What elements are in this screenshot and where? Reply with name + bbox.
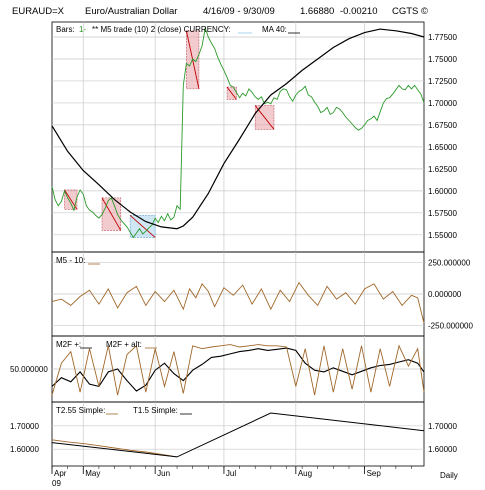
header-last: 1.66880 (300, 6, 334, 17)
y-tick-label: 250.000000 (428, 258, 471, 267)
panel-m2f: 50.000000 M2F +: M2F + alt: (10, 335, 425, 403)
oscillator-y-ticks: 250.000000 0.000000 -250.000000 (428, 258, 473, 330)
simple-y-ticks: 1.70000 1.70000 1.60000 1.60000 (10, 422, 457, 454)
series-bars (51, 26, 425, 239)
simple-lines (51, 412, 425, 458)
x-tick-label: Sep (367, 469, 382, 478)
y-tick-label: 1.70000 (428, 99, 457, 108)
header-change: -0.00210 (340, 6, 378, 17)
y-tick-label: 50.000000 (10, 365, 48, 374)
y-tick-label-right: 1.70000 (428, 422, 457, 431)
legend-m5-trade: ** M5 trade (10) 2 (close) CURRENCY: (92, 25, 231, 34)
y-tick-label: -250.000000 (428, 322, 473, 331)
legend-m2f-alt: M2F + alt: (106, 340, 142, 349)
signal-diagonal (129, 215, 156, 238)
price-legend: Bars: 1- ** M5 trade (10) 2 (close) CURR… (56, 25, 300, 34)
oscillator-grid (52, 252, 424, 336)
legend-t15: T1.5 Simple: (133, 406, 178, 415)
panel-simple-frame (51, 401, 425, 467)
price-highlight-boxes (64, 30, 275, 238)
signal-diagonal (226, 86, 237, 100)
y-tick-label: 1.60000 (428, 187, 457, 196)
y-tick-label: 1.57500 (428, 209, 457, 218)
y-tick-label: 1.75000 (428, 55, 457, 64)
panel-oscillator: 250.000000 0.000000 -250.000000 M5 - 10: (51, 251, 473, 337)
y-tick-label: 1.67500 (428, 121, 457, 130)
signal-diagonal (101, 197, 122, 231)
panel-price: 1.77500 1.75000 1.72500 1.70000 1.67500 1.650… (51, 21, 457, 253)
legend-ma40: MA 40: (262, 25, 287, 34)
oscillator-lines (51, 281, 425, 324)
y-tick-label: 1.62500 (428, 165, 457, 174)
header-symbol: EURAUD=X (12, 6, 65, 17)
legend-m5-10: M5 - 10: (56, 256, 85, 265)
x-tick-label: Jul (226, 469, 236, 478)
y-tick-label: 1.60000 (10, 445, 39, 454)
frequency-label: Daily (440, 471, 458, 480)
y-tick-label-right: 1.60000 (428, 445, 457, 454)
header-date-range: 4/16/09 - 9/30/09 (203, 6, 275, 17)
y-tick-label: 1.55000 (428, 231, 457, 240)
legend-bars-marker: 1- (79, 25, 86, 34)
y-tick-label: 1.65000 (428, 143, 457, 152)
m2f-grid (52, 336, 424, 402)
price-lines (51, 26, 425, 239)
series-m2f-alt (51, 344, 425, 396)
panel-simple: 1.70000 1.70000 1.60000 1.60000 T2.55 Simpl… (10, 401, 457, 467)
simple-grid (52, 402, 424, 466)
price-grid (52, 22, 424, 252)
x-axis: Apr May Jun Jul Aug Sep (51, 466, 412, 478)
header-copyright: CGTS © (392, 6, 428, 17)
series-m5-10 (51, 281, 425, 324)
series-ma-40 (51, 28, 425, 230)
m2f-lines (51, 344, 425, 396)
y-tick-label: 1.70000 (10, 422, 39, 431)
x-tick-label: Jun (157, 469, 170, 478)
x-tick-label: May (85, 469, 100, 478)
legend-t255: T2.55 Simple: (56, 406, 105, 415)
y-tick-label: 1.77500 (428, 33, 457, 42)
x-tick-label: Aug (298, 469, 312, 478)
m2f-y-ticks: 50.000000 (10, 365, 48, 374)
series-m2f- (51, 347, 425, 392)
price-y-ticks: 1.77500 1.75000 1.72500 1.70000 1.67500 1.650… (428, 33, 457, 240)
y-tick-label: 0.000000 (428, 290, 462, 299)
legend-bars: Bars: (56, 25, 75, 34)
series-t2-55-simple (51, 439, 178, 458)
x-axis-year: 09 (52, 479, 61, 488)
legend-m2f: M2F +: (56, 340, 81, 349)
y-tick-label: 1.72500 (428, 77, 457, 86)
series-t1-5-simple (51, 412, 425, 458)
header-name: Euro/Australian Dollar (85, 6, 177, 17)
x-tick-label: Apr (54, 469, 67, 478)
